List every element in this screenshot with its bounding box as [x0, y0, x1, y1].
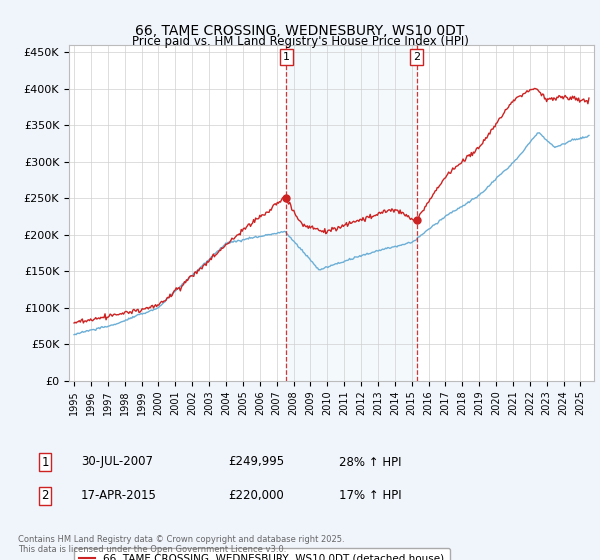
Text: 28% ↑ HPI: 28% ↑ HPI — [339, 455, 401, 469]
Text: 2: 2 — [41, 489, 49, 502]
Text: 2: 2 — [413, 52, 420, 62]
Legend: 66, TAME CROSSING, WEDNESBURY, WS10 0DT (detached house), HPI: Average price, de: 66, TAME CROSSING, WEDNESBURY, WS10 0DT … — [74, 548, 450, 560]
Text: £220,000: £220,000 — [228, 489, 284, 502]
Text: Contains HM Land Registry data © Crown copyright and database right 2025.
This d: Contains HM Land Registry data © Crown c… — [18, 535, 344, 554]
Text: 30-JUL-2007: 30-JUL-2007 — [81, 455, 153, 469]
Text: £249,995: £249,995 — [228, 455, 284, 469]
Text: 17% ↑ HPI: 17% ↑ HPI — [339, 489, 401, 502]
Text: 1: 1 — [41, 455, 49, 469]
Text: 1: 1 — [283, 52, 290, 62]
Text: 66, TAME CROSSING, WEDNESBURY, WS10 0DT: 66, TAME CROSSING, WEDNESBURY, WS10 0DT — [136, 24, 464, 38]
Text: Price paid vs. HM Land Registry's House Price Index (HPI): Price paid vs. HM Land Registry's House … — [131, 35, 469, 49]
Text: 17-APR-2015: 17-APR-2015 — [81, 489, 157, 502]
Bar — [286, 45, 416, 381]
